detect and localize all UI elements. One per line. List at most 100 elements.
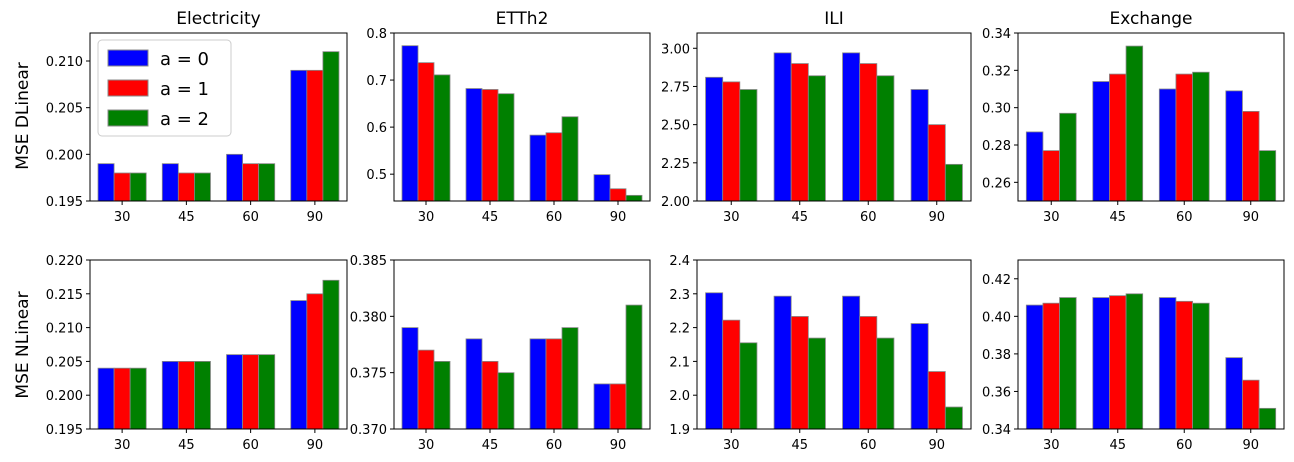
- bar-a0-30: [705, 76, 724, 202]
- y-tick-label: 0.370: [350, 423, 387, 438]
- bar-a0-45: [1092, 81, 1110, 202]
- x-tick-label: 90: [928, 438, 945, 453]
- y-tick-label: 0.28: [982, 139, 1011, 154]
- bar-a1-30: [417, 62, 435, 202]
- bar-a1-60: [1175, 300, 1193, 430]
- bar-a0-90: [593, 174, 611, 202]
- y-tick-label: 0.210: [46, 55, 83, 70]
- bar-a1-60: [859, 316, 878, 430]
- x-tick-label: 45: [791, 438, 808, 453]
- bar-a1-60: [242, 354, 260, 430]
- y-tick-label: 2.25: [661, 157, 690, 172]
- bar-a1-90: [306, 69, 324, 202]
- bar-a0-30: [1025, 131, 1044, 202]
- x-tick-label: 90: [610, 438, 627, 453]
- bar-a2-90: [625, 194, 643, 202]
- bar-a2-30: [739, 89, 758, 202]
- subplot-electricity: 30 45 60 90 0.195 0.200 0.205 0.210 Electricity: [46, 9, 348, 225]
- bar-a0-30: [97, 163, 115, 202]
- bar-a2-45: [497, 372, 515, 430]
- bar-a1-30: [722, 81, 741, 202]
- y-tick-label: 2.1: [669, 355, 690, 370]
- bar-a1-90: [609, 383, 627, 430]
- y-tick-label: 0.5: [366, 168, 387, 183]
- bar-a0-60: [226, 354, 243, 430]
- x-tick-label: 90: [610, 210, 627, 225]
- x-tick-label: 30: [723, 210, 740, 225]
- y-tick-label: 0.42: [982, 273, 1011, 288]
- bar-a2-90: [1258, 150, 1277, 202]
- bar-a1-45: [481, 360, 499, 430]
- bar-a1-60: [545, 338, 563, 430]
- y-tick-label: 0.205: [46, 102, 83, 117]
- legend: a = 0 a = 1 a = 2: [97, 39, 232, 137]
- x-tick-label: 30: [114, 210, 131, 225]
- bar-a0-60: [842, 52, 861, 202]
- bar-a0-90: [1225, 357, 1243, 430]
- legend-label-a2: a = 2: [160, 109, 209, 130]
- x-tick-label: 30: [723, 438, 740, 453]
- bar-a1-60: [242, 163, 260, 202]
- bar-a0-30: [97, 367, 115, 430]
- subplot-title: Electricity: [176, 9, 260, 29]
- bar-a2-60: [258, 354, 276, 430]
- legend-swatch-a0: [107, 49, 149, 67]
- bar-a2-60: [1192, 71, 1210, 202]
- y-tick-label: 0.375: [350, 367, 387, 382]
- bar-a0-30: [401, 45, 419, 202]
- bar-a2-45: [1125, 293, 1144, 430]
- y-tick-label: 0.36: [982, 385, 1011, 400]
- y-tick-label: 2.4: [669, 254, 690, 269]
- y-tick-label: 2.50: [661, 119, 690, 134]
- x-tick-label: 60: [860, 438, 877, 453]
- bar-a2-45: [194, 360, 211, 430]
- y-tick-label: 0.6: [366, 121, 387, 136]
- bar-a0-30: [401, 327, 419, 430]
- axes-frame: [696, 32, 972, 202]
- subplot-title: ETTh2: [496, 9, 549, 29]
- x-tick-label: 45: [1109, 210, 1126, 225]
- bar-a1-90: [306, 293, 324, 430]
- x-tick-label: 90: [1242, 438, 1259, 453]
- bar-a1-30: [113, 367, 131, 430]
- bar-a1-30: [722, 319, 741, 430]
- bar-a1-45: [1109, 295, 1127, 430]
- y-tick-label: 0.380: [350, 310, 387, 325]
- axes-frame: [89, 32, 348, 202]
- bar-a2-60: [876, 75, 895, 202]
- y-tick-label: 2.75: [661, 80, 690, 95]
- bar-a2-60: [1192, 302, 1210, 430]
- bar-a0-60: [529, 134, 547, 202]
- bar-a1-60: [859, 63, 878, 202]
- bar-a1-90: [1242, 111, 1260, 202]
- y-tick-label: 2.00: [661, 195, 690, 210]
- legend-label-a0: a = 0: [160, 49, 209, 70]
- y-tick-label: 0.38: [982, 348, 1011, 363]
- bar-a1-30: [1042, 150, 1060, 202]
- bar-a1-30: [113, 172, 131, 202]
- bar-a2-90: [944, 406, 963, 430]
- axes-frame: [1017, 32, 1285, 202]
- y-tick-label: 1.9: [669, 423, 690, 438]
- x-tick-label: 45: [482, 438, 499, 453]
- bar-a0-30: [705, 292, 724, 430]
- axes-frame: [696, 259, 972, 430]
- x-tick-label: 60: [860, 210, 877, 225]
- bar-a1-30: [417, 349, 435, 430]
- bar-a2-30: [129, 172, 147, 202]
- bar-a2-30: [1059, 297, 1077, 430]
- y-tick-label: 0.200: [46, 148, 83, 163]
- x-tick-label: 45: [178, 210, 195, 225]
- bar-a2-60: [258, 163, 276, 202]
- x-tick-label: 60: [1176, 210, 1193, 225]
- y-tick-label: 0.200: [46, 389, 83, 404]
- x-tick-label: 60: [1176, 438, 1193, 453]
- legend-swatch-a2: [107, 109, 149, 127]
- row-label-nlinear: MSE NLinear: [13, 291, 33, 398]
- y-tick-label: 0.205: [46, 355, 83, 370]
- bar-a2-30: [433, 360, 451, 430]
- subplot-layer: 30 45 60 900.1950.2000.2050.210Electricity3…: [46, 9, 1285, 453]
- subplot-r1c0: 30 45 60 90 0.195 0.200 0.205 0.210 0.215 0.220: [46, 254, 348, 453]
- bar-a1-45: [1109, 73, 1127, 202]
- bar-a0-45: [161, 163, 179, 202]
